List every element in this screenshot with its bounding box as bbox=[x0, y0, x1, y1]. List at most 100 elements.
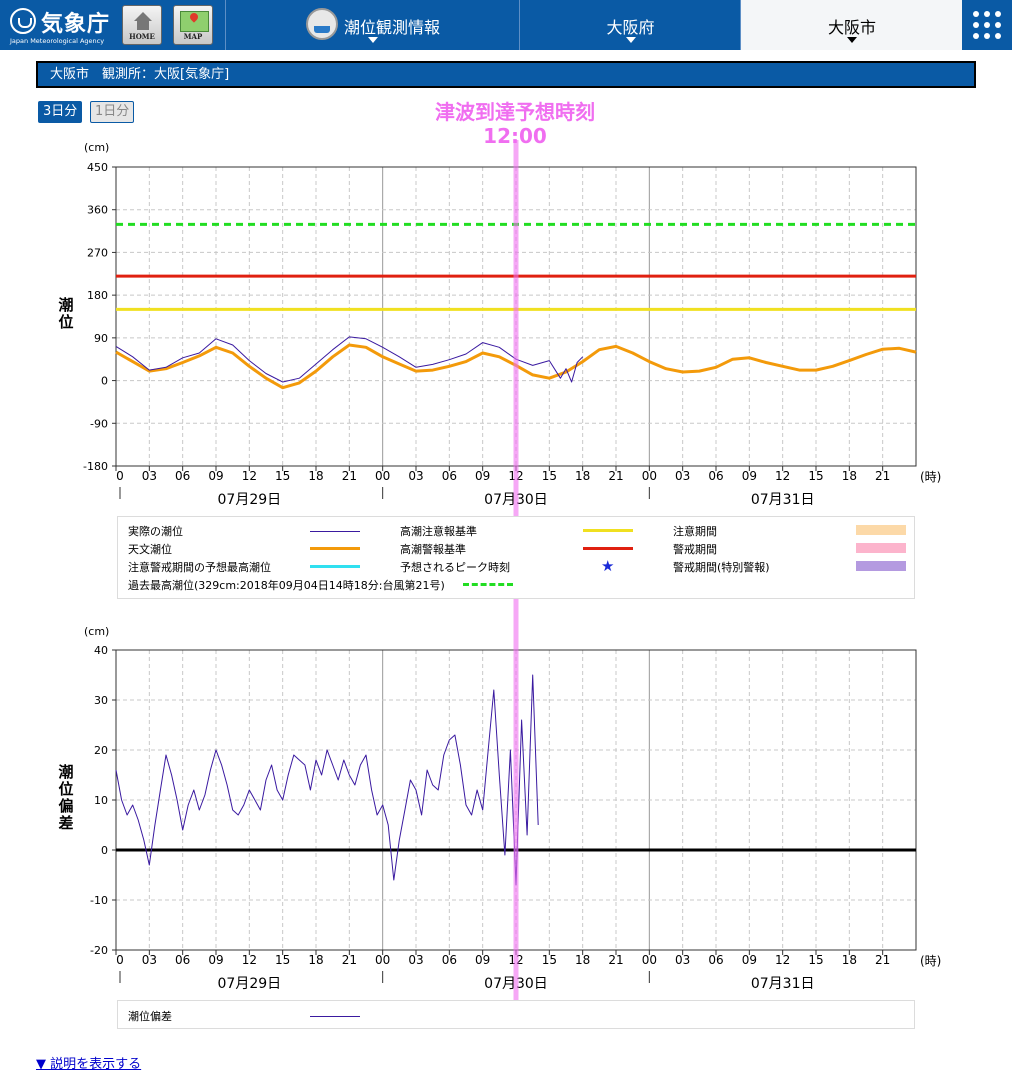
toggle-3day[interactable]: 3日分 bbox=[38, 101, 83, 123]
x-tick-label: 12 bbox=[242, 469, 257, 483]
legend-block-swatch bbox=[856, 561, 906, 571]
x-tick-label: 06 bbox=[175, 469, 190, 483]
y-axis-label-char: 偏 bbox=[58, 797, 73, 815]
date-label: 07月29日 bbox=[218, 976, 282, 992]
nav-city[interactable]: 大阪市 bbox=[740, 0, 963, 50]
x-tick-label: 03 bbox=[142, 469, 157, 483]
x-tick-label: 06 bbox=[442, 953, 457, 967]
map-label: MAP bbox=[183, 32, 203, 41]
x-tick-label: 15 bbox=[808, 469, 823, 483]
y-tick-label: 10 bbox=[94, 794, 108, 807]
x-tick-label: 03 bbox=[142, 953, 157, 967]
legend-bottom: 潮位偏差 bbox=[117, 1000, 915, 1029]
y-tick-label: 450 bbox=[87, 161, 108, 174]
x-tick-label: 21 bbox=[875, 469, 890, 483]
legend-label: 警戒期間 bbox=[673, 543, 717, 556]
x-tick-label: 09 bbox=[475, 469, 490, 483]
legend-line-swatch bbox=[310, 1016, 360, 1017]
tide-gauge-icon bbox=[306, 8, 338, 40]
chevron-down-icon bbox=[368, 37, 378, 43]
tsunami-label: 津波到達予想時刻 12:00 bbox=[395, 100, 635, 148]
x-tick-label: 00 bbox=[375, 953, 390, 967]
x-tick-label: 03 bbox=[675, 953, 690, 967]
x-tick-label: 12 bbox=[242, 953, 257, 967]
home-label: HOME bbox=[129, 32, 155, 41]
x-unit-label: (時) bbox=[920, 470, 941, 484]
legend-line-swatch bbox=[583, 547, 633, 550]
show-explanation-link[interactable]: ▼ 説明を表示する bbox=[36, 1057, 142, 1072]
x-tick-label: 06 bbox=[708, 469, 723, 483]
legend-label: 潮位偏差 bbox=[128, 1010, 172, 1023]
legend-label: 注意警戒期間の予想最高潮位 bbox=[128, 561, 271, 574]
x-unit-label: (時) bbox=[920, 954, 941, 968]
house-icon bbox=[134, 12, 152, 21]
y-tick-label: 180 bbox=[87, 289, 108, 302]
y-tick-label: 270 bbox=[87, 246, 108, 259]
nav-label: 大阪府 bbox=[606, 18, 655, 37]
x-tick-label: 12 bbox=[775, 469, 790, 483]
map-pin-icon bbox=[180, 11, 209, 32]
x-tick-label: 03 bbox=[675, 469, 690, 483]
x-tick-label: 09 bbox=[742, 469, 757, 483]
x-tick-label: 06 bbox=[442, 469, 457, 483]
x-tick-label: 06 bbox=[175, 953, 190, 967]
logo-text-jp: 気象庁 bbox=[41, 12, 111, 37]
x-tick-label: 15 bbox=[275, 953, 290, 967]
legend-line-swatch bbox=[310, 531, 360, 532]
series-line bbox=[115, 674, 539, 886]
legend-label: 警戒期間(特別警報) bbox=[673, 561, 770, 574]
nav-prefecture[interactable]: 大阪府 bbox=[519, 0, 741, 50]
date-label: 07月31日 bbox=[751, 492, 815, 508]
logo-text-en: Japan Meteorological Agency bbox=[10, 37, 105, 45]
chevron-down-icon bbox=[625, 37, 636, 43]
x-tick-label: 15 bbox=[808, 953, 823, 967]
jma-emblem-icon bbox=[10, 8, 36, 34]
y-axis-label-char: 潮 bbox=[58, 296, 73, 314]
y-axis-label-char: 潮 bbox=[58, 763, 73, 781]
home-button[interactable]: HOME bbox=[122, 5, 162, 45]
legend-label: 高潮警報基準 bbox=[400, 543, 466, 556]
chevron-down-icon bbox=[847, 37, 857, 43]
x-tick-label: 15 bbox=[542, 953, 557, 967]
y-axis-label-char: 位 bbox=[58, 313, 73, 331]
x-tick-label: 21 bbox=[608, 469, 623, 483]
legend-label: 過去最高潮位(329cm:2018年09月04日14時18分:台風第21号) bbox=[128, 579, 445, 592]
nav-tide-info[interactable]: 潮位観測情報 bbox=[225, 0, 520, 50]
y-tick-label: -10 bbox=[90, 894, 108, 907]
y-tick-label: 0 bbox=[101, 375, 108, 388]
tide-deviation-chart: 40 30 20 10 0 -10 -20 (cm) 潮位偏差 0 03 06 09 12 15 18 21 00… bbox=[58, 625, 941, 992]
y-axis-label-char: 位 bbox=[58, 780, 73, 798]
series-line bbox=[115, 336, 584, 383]
jma-logo[interactable]: 気象庁 Japan Meteorological Agency bbox=[8, 4, 113, 46]
x-tick-label: 0 bbox=[116, 953, 124, 967]
top-header: 気象庁 Japan Meteorological Agency HOME MAP… bbox=[0, 0, 1012, 50]
legend-line-swatch bbox=[310, 547, 360, 550]
x-tick-label: 0 bbox=[116, 469, 124, 483]
y-tick-label: 0 bbox=[101, 844, 108, 857]
x-tick-label: 09 bbox=[208, 469, 223, 483]
x-tick-label: 18 bbox=[842, 953, 857, 967]
legend-block-swatch bbox=[856, 543, 906, 553]
toggle-1day[interactable]: 1日分 bbox=[90, 101, 135, 123]
grid-menu-button[interactable] bbox=[962, 0, 1012, 50]
x-tick-label: 00 bbox=[642, 469, 657, 483]
x-tick-label: 15 bbox=[542, 469, 557, 483]
y-tick-label: 90 bbox=[94, 332, 108, 345]
map-button[interactable]: MAP bbox=[173, 5, 213, 45]
x-tick-label: 18 bbox=[308, 469, 323, 483]
x-tick-label: 06 bbox=[708, 953, 723, 967]
legend-top: 実際の潮位 高潮注意報基準 注意期間 天文潮位 高潮警報基準 警戒期間 注意警戒期間の予想最… bbox=[117, 516, 915, 599]
x-tick-label: 03 bbox=[408, 953, 423, 967]
x-tick-label: 18 bbox=[575, 953, 590, 967]
x-tick-label: 15 bbox=[275, 469, 290, 483]
legend-dashed-swatch bbox=[463, 583, 513, 586]
x-tick-label: 09 bbox=[475, 953, 490, 967]
x-tick-label: 12 bbox=[775, 953, 790, 967]
x-tick-label: 09 bbox=[742, 953, 757, 967]
x-tick-label: 21 bbox=[875, 953, 890, 967]
x-tick-label: 21 bbox=[342, 953, 357, 967]
tsunami-label-text: 津波到達予想時刻 bbox=[435, 100, 595, 124]
x-tick-label: 09 bbox=[208, 953, 223, 967]
legend-line-swatch bbox=[583, 529, 633, 532]
